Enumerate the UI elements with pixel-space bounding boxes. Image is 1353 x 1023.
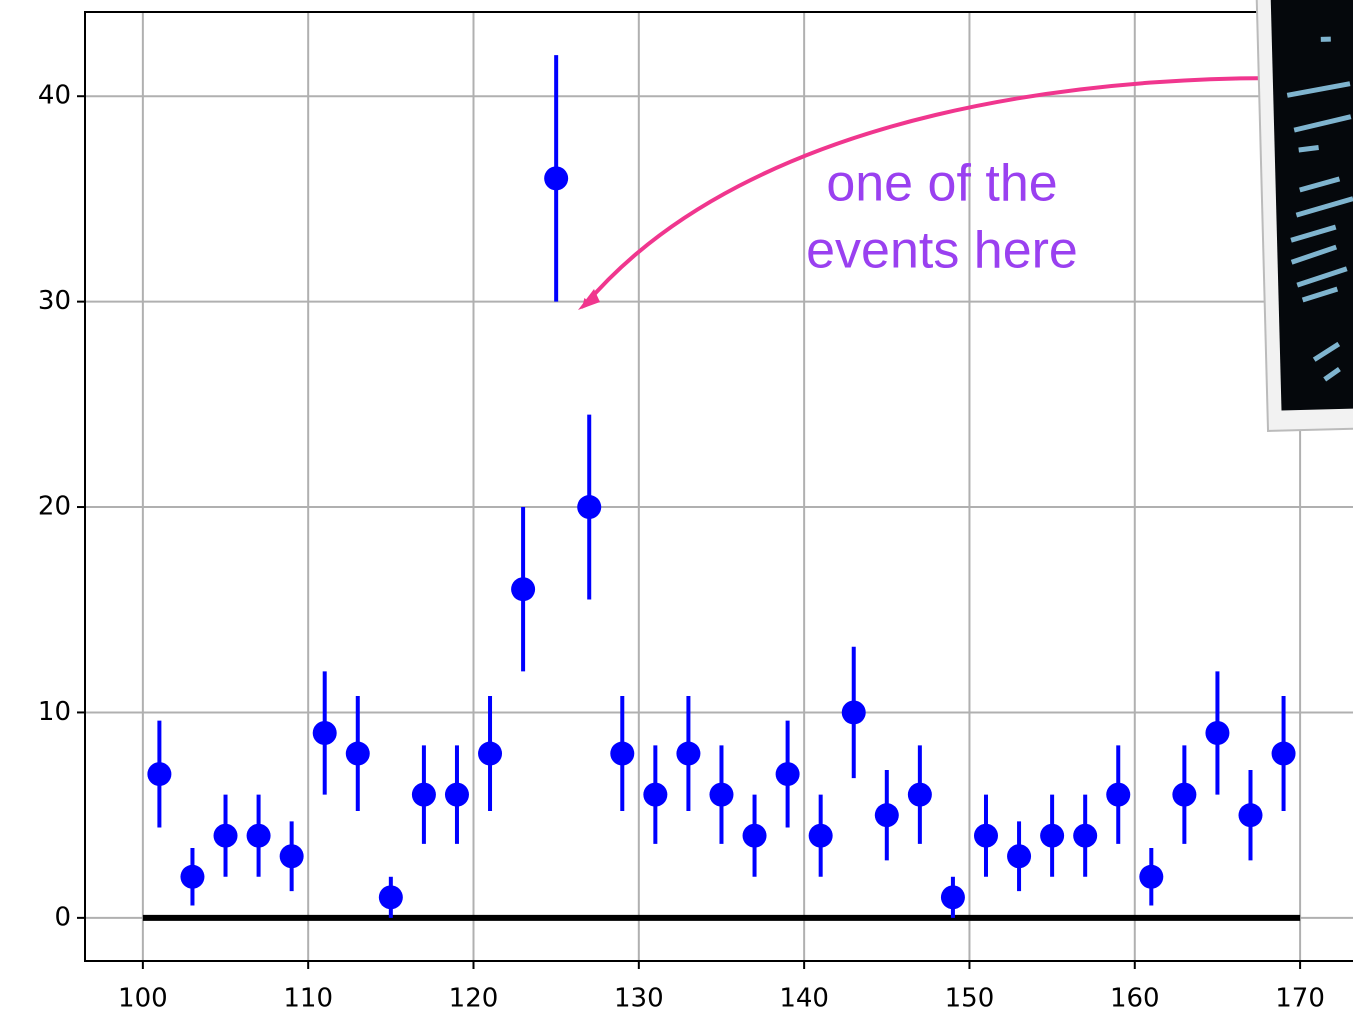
data-point <box>1172 783 1196 807</box>
data-point <box>280 844 304 868</box>
x-tick-label: 110 <box>283 984 333 1014</box>
plot-area: 0 10 20 30 40 100 110 120 130 140 150 160 170 <box>38 12 1353 1014</box>
data-point <box>1272 742 1296 766</box>
axis-frame <box>85 12 1353 961</box>
y-tick-label: 30 <box>38 286 71 316</box>
data-point <box>676 742 700 766</box>
x-tick-label: 160 <box>1110 984 1160 1014</box>
data-point <box>842 700 866 724</box>
photo <box>1271 0 1353 411</box>
data-point <box>180 865 204 889</box>
data-point <box>379 885 403 909</box>
x-tick-label: 100 <box>118 984 168 1014</box>
event-photo <box>1257 0 1353 431</box>
data-point <box>809 824 833 848</box>
data-point <box>743 824 767 848</box>
data-point <box>941 885 965 909</box>
data-point <box>544 166 568 190</box>
data-point <box>147 762 171 786</box>
x-tick-label: 150 <box>945 984 995 1014</box>
data-point <box>643 783 667 807</box>
data-point <box>1139 865 1163 889</box>
data-point <box>1040 824 1064 848</box>
data-point <box>313 721 337 745</box>
data-point <box>1205 721 1229 745</box>
data-point <box>445 783 469 807</box>
data-point <box>412 783 436 807</box>
annotation: events here <box>806 222 1078 280</box>
x-tick-label: 130 <box>614 984 664 1014</box>
data-point <box>511 577 535 601</box>
x-tick-label: 120 <box>449 984 499 1014</box>
data-point <box>776 762 800 786</box>
x-tick-label: 170 <box>1275 984 1325 1014</box>
data-point <box>908 783 932 807</box>
data-point <box>1007 844 1031 868</box>
data-point <box>478 742 502 766</box>
x-tick-label: 140 <box>779 984 829 1014</box>
data-point <box>1106 783 1130 807</box>
y-tick-label: 20 <box>38 492 71 522</box>
data-point <box>214 824 238 848</box>
data-point <box>346 742 370 766</box>
data-point <box>247 824 271 848</box>
data-point <box>610 742 634 766</box>
y-tick-label: 40 <box>38 81 71 111</box>
data-point <box>974 824 998 848</box>
y-tick-label: 0 <box>54 902 71 932</box>
y-tick-label: 10 <box>38 697 71 727</box>
data-point <box>709 783 733 807</box>
data-point <box>1239 803 1263 827</box>
data-point <box>1073 824 1097 848</box>
data-point <box>577 495 601 519</box>
annotation: one of the <box>826 155 1057 213</box>
data-point <box>875 803 899 827</box>
